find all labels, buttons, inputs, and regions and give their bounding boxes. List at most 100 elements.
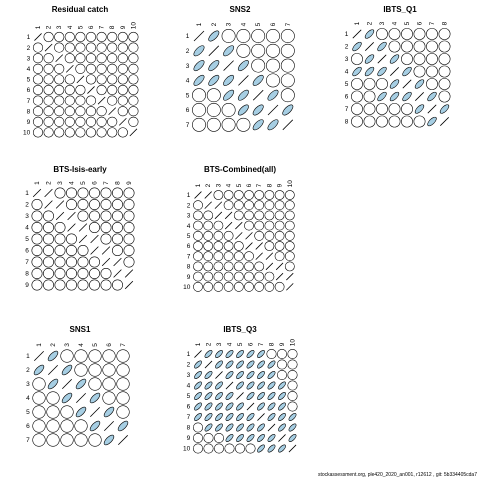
corr-slash <box>215 371 223 379</box>
corr-circle <box>75 116 86 127</box>
row-label: 1 <box>25 190 29 197</box>
corr-ellipse <box>204 423 213 432</box>
corr-slash <box>265 262 274 271</box>
corr-circle <box>64 127 75 138</box>
corr-slash <box>288 444 297 453</box>
corr-ellipse <box>194 381 202 390</box>
corr-circle <box>89 268 100 279</box>
corr-slash <box>75 392 87 404</box>
corr-circle <box>213 281 224 292</box>
corr-circle <box>43 245 54 256</box>
corr-circle <box>284 241 295 251</box>
corr-circle <box>123 245 135 256</box>
corr-circle <box>213 443 225 454</box>
corr-ellipse <box>427 116 437 127</box>
corr-circle <box>223 190 234 200</box>
row-label: 9 <box>27 119 31 126</box>
corr-circle <box>388 40 401 53</box>
corr-circle <box>116 349 130 363</box>
corr-ellipse <box>257 434 265 442</box>
row-label: 10 <box>183 284 191 291</box>
corr-circle <box>128 31 139 43</box>
corr-circle <box>438 90 451 103</box>
corr-circle <box>32 419 46 433</box>
corr-circle <box>54 116 65 127</box>
row-label: 7 <box>25 259 29 266</box>
corr-slash <box>236 392 244 400</box>
corr-circle <box>96 74 107 85</box>
row-label: 3 <box>187 213 191 220</box>
column-label: 6 <box>92 181 99 185</box>
corr-circle <box>438 40 451 53</box>
corr-slash <box>278 434 286 442</box>
corr-ellipse <box>267 360 276 369</box>
corr-circle <box>193 210 203 221</box>
row-label: 8 <box>27 108 31 115</box>
corr-slash <box>282 119 294 131</box>
column-label: 3 <box>216 342 223 346</box>
row-label: 9 <box>25 282 29 289</box>
corr-slash <box>257 413 265 421</box>
corr-circle <box>75 42 86 53</box>
corr-ellipse <box>236 434 244 442</box>
column-label: 5 <box>237 342 244 346</box>
corr-slash <box>255 252 263 260</box>
column-label: 6 <box>106 343 113 347</box>
corr-circle <box>31 268 43 279</box>
corr-circle <box>376 115 388 128</box>
corr-slash <box>32 188 42 198</box>
corr-circle <box>266 73 280 88</box>
corr-circle <box>66 245 77 256</box>
row-label: 7 <box>187 414 191 421</box>
corr-circle <box>245 443 256 454</box>
corr-ellipse <box>364 66 375 77</box>
corr-circle <box>363 90 376 103</box>
corr-circle <box>107 95 118 106</box>
corr-ellipse <box>89 392 101 404</box>
corr-slash <box>89 406 101 418</box>
corr-circle <box>213 190 224 200</box>
corr-ellipse <box>282 104 294 116</box>
column-label: 7 <box>99 25 106 29</box>
corr-slash <box>67 223 76 232</box>
corr-circle <box>192 103 206 117</box>
corr-circle <box>401 40 413 53</box>
corr-ellipse <box>246 360 255 369</box>
corr-slash <box>286 272 294 281</box>
corr-circle <box>32 95 44 106</box>
column-label: 2 <box>46 181 53 185</box>
column-label: 3 <box>226 22 233 26</box>
corr-circle <box>102 363 116 377</box>
corr-circle <box>64 84 75 96</box>
corr-circle <box>351 53 363 65</box>
corr-circle <box>376 103 388 115</box>
column-label: 8 <box>115 181 122 185</box>
column-label: 10 <box>130 22 137 30</box>
corr-slash <box>44 188 53 198</box>
corr-circle <box>96 53 107 64</box>
corr-circle <box>96 84 107 96</box>
column-label: 4 <box>227 342 234 346</box>
corr-slash <box>44 43 53 52</box>
column-label: 9 <box>277 183 284 187</box>
corr-circle <box>203 210 214 221</box>
corr-circle <box>251 43 266 58</box>
column-label: 5 <box>80 181 87 185</box>
corr-circle <box>401 115 413 128</box>
corr-circle <box>287 390 298 402</box>
corr-circle <box>276 348 288 360</box>
corr-ellipse <box>75 378 87 390</box>
footer-text: stockassessment.org, ple420_2020_an001, … <box>317 472 477 478</box>
corr-circle <box>223 230 234 241</box>
corr-circle <box>43 210 54 222</box>
corr-circle <box>192 88 206 103</box>
corr-circle <box>192 432 204 444</box>
corr-ellipse <box>246 371 255 379</box>
corr-circle <box>274 210 285 221</box>
corr-circle <box>96 31 107 43</box>
corr-ellipse <box>278 381 286 390</box>
corr-ellipse <box>288 413 297 421</box>
corr-circle <box>43 116 54 127</box>
